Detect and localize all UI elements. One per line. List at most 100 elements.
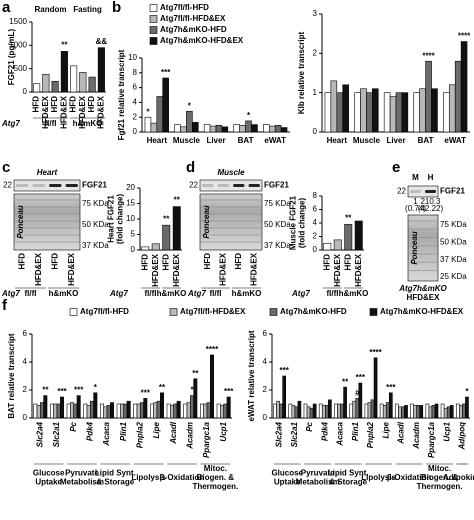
bar	[106, 405, 111, 419]
bar	[166, 403, 171, 419]
bar	[36, 405, 41, 419]
bar	[462, 403, 466, 419]
bar	[209, 125, 217, 133]
bar	[370, 399, 375, 419]
sample-label: Atg7h&mKO	[398, 284, 447, 293]
bar	[333, 239, 342, 251]
x-tick-label: HFD	[32, 96, 41, 113]
bar	[176, 400, 181, 419]
marker: 75 KDa	[82, 199, 109, 208]
significance: **	[174, 196, 181, 205]
marker: 25 KDa	[440, 272, 467, 281]
x-tick-label: Slc2a4	[35, 421, 44, 447]
bar	[216, 403, 221, 419]
panel-letter: e	[392, 159, 400, 176]
group-label: Mitoc. Biogen. & Thermogen.	[417, 464, 463, 491]
x-tick-label: HFD	[87, 96, 96, 113]
bar	[364, 403, 369, 419]
x-tick-label: Pdk4	[85, 421, 94, 441]
quant: 210.3	[420, 197, 441, 206]
legend-label: Atg7fl/fl-HFD&EX	[160, 14, 226, 23]
blot-title: Muscle	[217, 168, 245, 177]
bar	[183, 403, 188, 419]
bar	[40, 402, 44, 419]
marker: 75 KDa	[440, 220, 467, 229]
y-axis-label: Fgf21 relative transcript	[117, 49, 126, 140]
marker: 37 KDa	[440, 255, 467, 264]
bar	[425, 60, 432, 133]
x-tick-label: HFD&EX	[78, 95, 87, 129]
marker: 37 KDa	[82, 241, 109, 250]
bar	[343, 386, 347, 419]
ponceau	[13, 193, 81, 251]
bar	[354, 92, 361, 133]
y-tick-label: 3	[313, 9, 318, 18]
bar	[186, 110, 193, 133]
stain-label: Ponceau	[16, 205, 25, 238]
panel-letter: f	[2, 297, 8, 314]
group-label: β-Oxidation	[160, 473, 205, 482]
group-label: Lipid Synt. & Storage	[95, 469, 136, 487]
lane-label: HFD	[17, 253, 26, 270]
significance: *	[146, 107, 150, 116]
bar	[337, 403, 341, 419]
genotype-label: Atg7	[1, 119, 20, 128]
y-tick-label: 2	[313, 48, 318, 57]
legend-label: Atg7h&mKO-HFD	[160, 25, 227, 34]
legend-swatch	[149, 26, 158, 34]
y-tick-label: 8	[133, 68, 138, 77]
bar	[358, 382, 363, 419]
x-tick-label: Pc	[305, 421, 314, 431]
significance: ****	[458, 32, 471, 41]
bar	[172, 206, 181, 251]
bar	[416, 405, 421, 419]
x-tick-label: BAT	[418, 136, 434, 145]
bar	[150, 122, 158, 133]
bar	[170, 405, 174, 419]
bar	[268, 125, 276, 133]
y-tick-label: 4	[313, 218, 318, 227]
lane-label: HFD&EX	[34, 252, 43, 286]
bar	[60, 396, 64, 419]
x-tick-label: eWAT	[264, 136, 286, 145]
bar	[303, 403, 308, 419]
legend-swatch	[69, 308, 78, 316]
significance: ***	[356, 373, 366, 382]
bar	[431, 405, 436, 419]
band	[425, 190, 436, 193]
bar	[93, 392, 98, 419]
band-strip	[199, 179, 263, 192]
bar	[413, 405, 417, 419]
bar	[116, 403, 121, 419]
band	[32, 184, 45, 187]
x-tick-label: Acaca	[102, 421, 111, 446]
y-tick-label: 6	[133, 83, 138, 92]
marker: 50 KDa	[264, 220, 291, 229]
genotype: fl/fl	[45, 119, 57, 128]
bar	[318, 403, 323, 419]
band	[65, 184, 78, 187]
y-tick-label: 0	[23, 87, 28, 96]
x-tick-label: HFD&EX	[59, 95, 68, 129]
x-tick-label: Acadm	[412, 422, 421, 450]
legend-swatch	[149, 4, 158, 12]
bar	[70, 402, 74, 419]
bar	[465, 396, 469, 419]
x-tick-label: Acadl	[169, 421, 178, 445]
bar	[306, 406, 311, 419]
bar	[448, 84, 456, 133]
bar	[53, 403, 58, 419]
y-tick-label: 6	[23, 329, 28, 338]
significance: ***	[224, 387, 234, 396]
bar	[60, 51, 68, 93]
legend-label: Atg7fl/fl-HFD	[80, 307, 129, 316]
bar	[33, 83, 41, 93]
group-label: Glucose Uptake	[271, 469, 303, 487]
bar	[352, 400, 357, 419]
bar	[389, 96, 397, 133]
significance: ****	[369, 348, 382, 357]
bar	[153, 402, 158, 419]
significance: ****	[206, 345, 219, 354]
bar	[223, 403, 228, 419]
